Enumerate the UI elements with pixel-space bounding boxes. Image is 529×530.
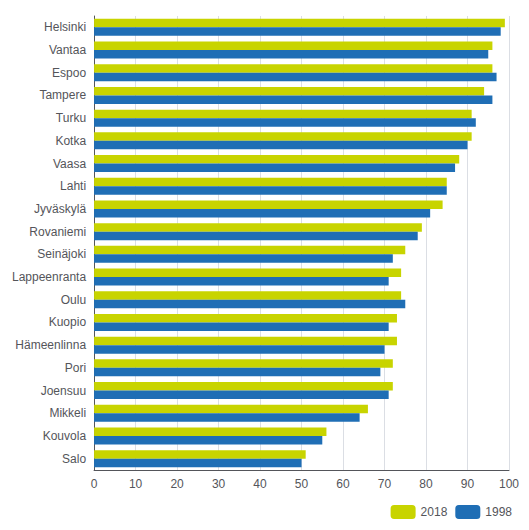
svg-text:Rovaniemi: Rovaniemi: [29, 225, 86, 239]
svg-text:60: 60: [336, 477, 350, 491]
svg-text:Kotka: Kotka: [55, 134, 86, 148]
svg-text:70: 70: [378, 477, 392, 491]
svg-text:50: 50: [295, 477, 309, 491]
svg-text:0: 0: [91, 477, 98, 491]
svg-text:Lappeenranta: Lappeenranta: [12, 270, 86, 284]
svg-text:Lahti: Lahti: [60, 179, 86, 193]
svg-text:Seinäjoki: Seinäjoki: [37, 247, 86, 261]
svg-text:Hämeenlinna: Hämeenlinna: [15, 338, 86, 352]
svg-text:Turku: Turku: [56, 111, 86, 125]
svg-text:Mikkeli: Mikkeli: [49, 406, 86, 420]
svg-text:Jyväskylä: Jyväskylä: [34, 202, 86, 216]
svg-text:80: 80: [419, 477, 433, 491]
svg-text:Espoo: Espoo: [52, 66, 86, 80]
svg-text:1998: 1998: [485, 505, 512, 519]
svg-text:20: 20: [170, 477, 184, 491]
svg-text:Oulu: Oulu: [61, 293, 86, 307]
svg-text:Vantaa: Vantaa: [49, 43, 86, 57]
svg-text:Kuopio: Kuopio: [49, 315, 87, 329]
svg-text:Kouvola: Kouvola: [43, 429, 87, 443]
svg-text:Tampere: Tampere: [39, 88, 86, 102]
svg-text:Vaasa: Vaasa: [53, 157, 86, 171]
svg-text:2018: 2018: [421, 505, 448, 519]
svg-text:Salo: Salo: [62, 452, 86, 466]
svg-text:40: 40: [253, 477, 267, 491]
svg-text:30: 30: [212, 477, 226, 491]
svg-text:90: 90: [461, 477, 475, 491]
svg-text:100: 100: [499, 477, 519, 491]
svg-text:Pori: Pori: [65, 361, 86, 375]
svg-text:Helsinki: Helsinki: [44, 20, 86, 34]
svg-text:Joensuu: Joensuu: [41, 384, 86, 398]
svg-text:10: 10: [129, 477, 143, 491]
